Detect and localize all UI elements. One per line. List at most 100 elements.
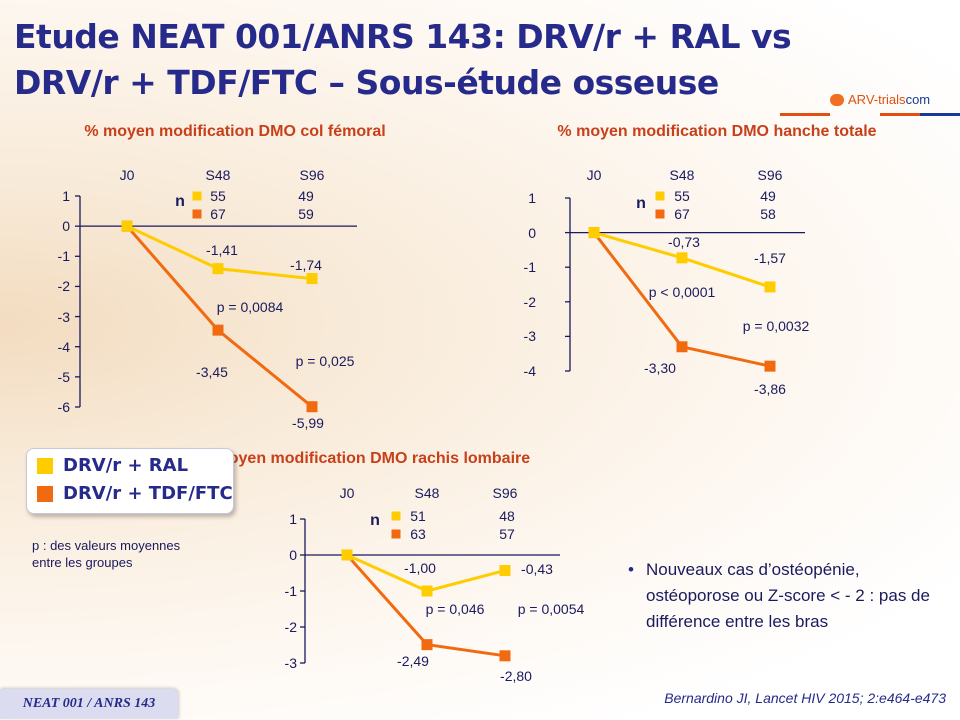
study-footer-tag: NEAT 001 / ANRS 143 xyxy=(0,689,178,719)
n-count: 48 xyxy=(499,508,515,524)
x-category-label: S48 xyxy=(669,167,695,183)
legend: DRV/r + RAL DRV/r + TDF/FTC xyxy=(26,448,234,514)
y-tick-label: -2 xyxy=(523,293,536,310)
y-tick-label: -3 xyxy=(284,655,297,671)
data-point xyxy=(341,549,353,561)
legend-item-tdf: DRV/r + TDF/FTC xyxy=(37,483,233,504)
arv-trials-logo: ARV-trials com xyxy=(830,92,930,107)
y-tick-label: 1 xyxy=(528,190,536,206)
data-label: -0,73 xyxy=(668,234,700,250)
n-series-swatch xyxy=(192,191,202,201)
data-point xyxy=(421,639,433,651)
data-label: -1,74 xyxy=(290,257,322,273)
data-label: -5,99 xyxy=(292,415,324,431)
chart-title: % moyen modification DMO hanche totale xyxy=(557,123,877,140)
data-point xyxy=(306,401,318,413)
data-point xyxy=(212,324,224,336)
data-point xyxy=(764,281,776,293)
n-series-swatch xyxy=(655,191,665,201)
n-count: 55 xyxy=(210,188,226,204)
data-label: -3,45 xyxy=(196,364,228,380)
pill-bottle-icon xyxy=(830,93,844,106)
x-category-label: S96 xyxy=(492,485,518,501)
y-tick-label: -2 xyxy=(57,278,70,295)
logo-brand: ARV-trials xyxy=(848,92,906,107)
data-point xyxy=(499,564,511,576)
n-count: 67 xyxy=(210,206,226,222)
y-tick-label: -3 xyxy=(57,308,70,325)
reference-citation: Bernardino JI, Lancet HIV 2015; 2:e464-e… xyxy=(664,690,946,706)
x-category-label: S48 xyxy=(414,485,440,501)
y-tick-label: 1 xyxy=(289,511,297,527)
data-label: -1,00 xyxy=(404,560,436,576)
chart-title: % moyen modification DMO col fémoral xyxy=(84,123,386,140)
data-label: -2,49 xyxy=(397,653,429,669)
n-series-swatch xyxy=(391,529,401,539)
data-point xyxy=(499,650,511,662)
p-value-label: p = 0,0032 xyxy=(742,318,810,334)
n-count: 49 xyxy=(298,188,314,204)
x-category-label: J0 xyxy=(339,485,355,501)
note-line-1: p : des valeurs moyennes xyxy=(32,538,181,553)
legend-label-tdf: DRV/r + TDF/FTC xyxy=(63,483,233,504)
legend-label-ral: DRV/r + RAL xyxy=(63,455,189,476)
n-series-swatch xyxy=(192,209,202,219)
logo-suffix: com xyxy=(905,92,931,107)
data-point xyxy=(121,220,133,232)
data-label: -1,41 xyxy=(206,242,238,258)
data-point xyxy=(212,263,224,275)
x-category-label: J0 xyxy=(586,167,602,183)
y-tick-label: -6 xyxy=(57,399,70,415)
n-series-swatch xyxy=(391,511,401,521)
p-value-label: p = 0,0084 xyxy=(216,299,284,315)
data-point xyxy=(676,341,688,353)
bullet-point: • Nouveaux cas d’ostéopénie, ostéoporose… xyxy=(628,557,956,635)
logo-rule xyxy=(880,113,920,116)
y-tick-label: -5 xyxy=(57,368,70,385)
n-count: 63 xyxy=(410,526,426,542)
y-tick-label: 0 xyxy=(528,224,536,241)
data-label: -3,30 xyxy=(644,360,676,376)
slide-title: Etude NEAT 001/ANRS 143: DRV/r + RAL vs … xyxy=(14,14,792,106)
note-line-2: entre les groupes xyxy=(32,555,133,570)
n-count: 55 xyxy=(674,188,690,204)
y-tick-label: -1 xyxy=(523,259,536,276)
title-line-2: DRV/r + TDF/FTC – Sous-étude osseuse xyxy=(14,63,719,102)
legend-item-ral: DRV/r + RAL xyxy=(37,455,188,476)
data-label: -2,80 xyxy=(500,668,532,684)
p-value-label: p = 0,025 xyxy=(295,353,355,369)
p-value-label: p < 0,0001 xyxy=(648,284,716,300)
chart-title: % moyen modification DMO rachis lombaire xyxy=(195,450,531,467)
n-count: 58 xyxy=(760,206,776,222)
y-tick-label: -4 xyxy=(57,338,70,355)
y-tick-label: 0 xyxy=(289,547,297,563)
x-category-label: S96 xyxy=(757,167,783,183)
data-point xyxy=(588,227,600,239)
y-tick-label: 0 xyxy=(62,218,70,235)
y-tick-label: -1 xyxy=(57,248,70,265)
data-label: -0,43 xyxy=(521,561,553,577)
n-count: 67 xyxy=(674,206,690,222)
logo-rule xyxy=(920,113,960,116)
x-category-label: J0 xyxy=(119,167,135,183)
bullet-icon: • xyxy=(628,560,634,579)
data-label: -3,86 xyxy=(754,381,786,397)
p-value-label: p = 0,046 xyxy=(425,601,485,617)
p-value-label: p = 0,0054 xyxy=(517,601,585,617)
n-count: 57 xyxy=(499,526,515,542)
n-label: n xyxy=(636,195,646,212)
data-point xyxy=(306,273,318,285)
p-value-note: p : des valeurs moyennes entre les group… xyxy=(32,537,180,571)
data-point xyxy=(421,585,433,597)
x-category-label: S48 xyxy=(205,167,231,183)
data-point xyxy=(676,252,688,264)
title-line-1: Etude NEAT 001/ANRS 143: DRV/r + RAL vs xyxy=(14,17,792,56)
n-count: 51 xyxy=(410,508,426,524)
n-series-swatch xyxy=(655,209,665,219)
y-tick-label: -2 xyxy=(284,619,297,635)
bullet-text: Nouveaux cas d’ostéopénie, ostéoporose o… xyxy=(646,560,930,631)
x-category-label: S96 xyxy=(299,167,325,183)
n-count: 49 xyxy=(760,188,776,204)
n-count: 59 xyxy=(298,206,314,222)
